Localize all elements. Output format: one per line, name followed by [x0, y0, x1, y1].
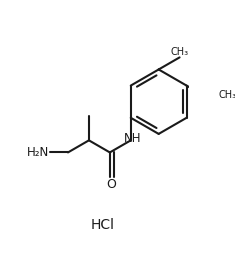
Text: CH₃: CH₃: [171, 47, 189, 57]
Text: NH: NH: [124, 132, 141, 145]
Text: HCl: HCl: [91, 218, 115, 232]
Text: H₂N: H₂N: [26, 146, 49, 159]
Text: O: O: [106, 178, 116, 191]
Text: CH₃: CH₃: [219, 90, 235, 100]
